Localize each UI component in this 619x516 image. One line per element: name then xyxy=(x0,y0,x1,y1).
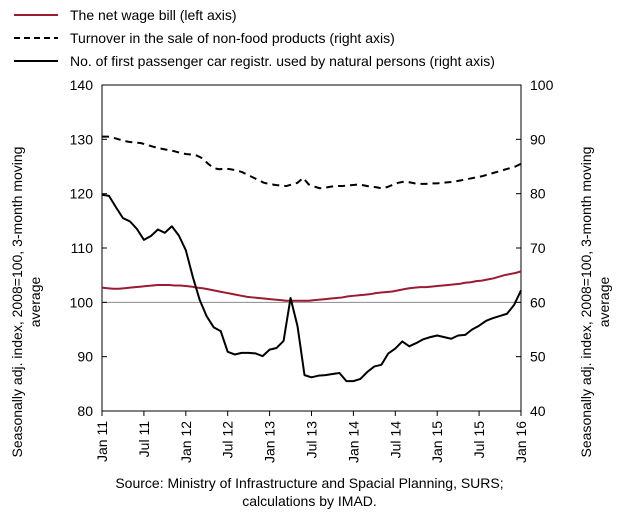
plot-frame xyxy=(101,84,522,412)
right-tick-label: 100 xyxy=(530,77,554,93)
source-note: Source: Ministry of Infrastructure and S… xyxy=(0,474,619,510)
x-tick-label: Jul 11 xyxy=(136,421,152,458)
left-tick-label: 90 xyxy=(77,349,93,365)
left-tick-label: 100 xyxy=(70,294,94,310)
x-tick-label: Jul 13 xyxy=(304,421,320,459)
right-axis-title-line-2: average xyxy=(596,276,612,327)
right-tick-label: 90 xyxy=(530,131,546,147)
left-axis-title-line-2: average xyxy=(27,276,43,327)
right-tick-label: 50 xyxy=(530,349,546,365)
axes: 140 130 120 110 100 90 80 100 90 80 70 60 50 40 Jan 11… xyxy=(70,77,554,463)
right-tick-label: 60 xyxy=(530,294,546,310)
x-tick-label: Jan 13 xyxy=(262,421,278,463)
x-tick-label: Jan 14 xyxy=(345,421,361,463)
legend-label-wage-bill: The net wage bill (left axis) xyxy=(70,7,237,23)
left-tick-label: 80 xyxy=(77,403,93,419)
x-tick-label: Jul 15 xyxy=(471,421,487,459)
left-tick-label: 140 xyxy=(70,77,94,93)
x-tick-label: Jan 16 xyxy=(513,421,529,463)
right-axis-title-line-1: Seasonally adj. index, 2008=100, 3-month… xyxy=(578,147,594,458)
left-axis-title-line-1: Seasonally adj. index, 2008=100, 3-month… xyxy=(9,147,25,458)
series-layer xyxy=(101,135,522,383)
x-tick-label: Jan 11 xyxy=(94,421,110,462)
series-line-wage-bill xyxy=(101,270,522,302)
source-line-1: Source: Ministry of Infrastructure and S… xyxy=(115,475,504,491)
left-tick-label: 110 xyxy=(71,240,94,256)
legend-label-registrations: No. of first passenger car registr. used… xyxy=(70,53,495,69)
legend: The net wage bill (left axis) Turnover i… xyxy=(14,7,495,69)
right-tick-label: 40 xyxy=(530,403,546,419)
x-tick-label: Jan 12 xyxy=(178,421,194,463)
x-tick-label: Jul 14 xyxy=(387,421,403,459)
left-tick-label: 130 xyxy=(70,131,94,147)
x-tick-label: Jul 12 xyxy=(220,421,236,459)
x-tick-label: Jan 15 xyxy=(429,421,445,463)
left-tick-label: 120 xyxy=(70,186,94,202)
series-line-registrations xyxy=(101,193,522,383)
legend-label-turnover: Turnover in the sale of non-food product… xyxy=(70,30,395,46)
source-line-2: calculations by IMAD. xyxy=(242,493,377,509)
right-tick-label: 80 xyxy=(530,186,546,202)
right-tick-label: 70 xyxy=(530,240,546,256)
series-line-turnover xyxy=(102,135,522,190)
